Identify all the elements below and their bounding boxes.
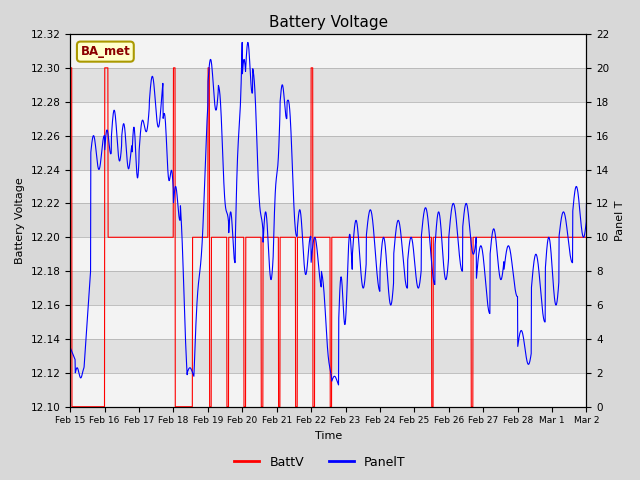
X-axis label: Time: Time [315,431,342,441]
Bar [70,271,586,305]
Bar [70,68,586,102]
Y-axis label: Panel T: Panel T [615,200,625,240]
Bar [70,373,586,407]
Bar [70,204,586,237]
Bar [70,305,586,339]
Bar [70,34,586,68]
Bar [70,136,586,169]
Bar [70,169,586,204]
Bar [70,102,586,136]
Bar [70,237,586,271]
Y-axis label: Battery Voltage: Battery Voltage [15,177,25,264]
Title: Battery Voltage: Battery Voltage [269,15,388,30]
Legend: BattV, PanelT: BattV, PanelT [229,451,411,474]
Text: BA_met: BA_met [81,45,130,58]
Bar [70,339,586,373]
